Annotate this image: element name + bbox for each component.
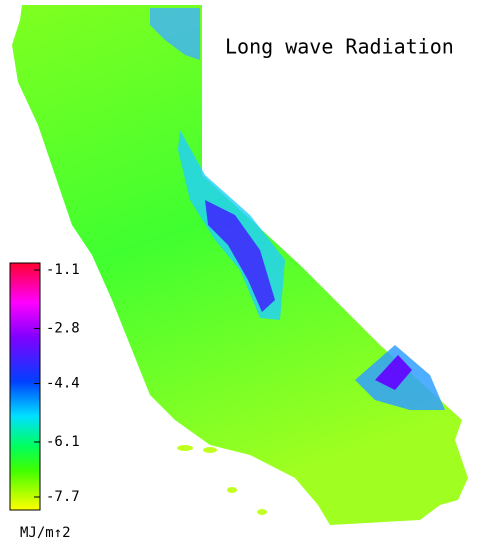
colorbar: [9, 262, 41, 511]
north-peaks: [150, 8, 200, 60]
colorbar-label: MJ/m↑2: [20, 525, 71, 541]
sierra-core: [205, 200, 275, 312]
islands: [177, 445, 267, 515]
island: [177, 445, 193, 451]
island: [203, 447, 217, 453]
island: [227, 487, 237, 493]
south-core: [375, 355, 412, 390]
colorbar-tick-label: -7.7: [46, 489, 80, 505]
california: [12, 5, 468, 525]
colorbar-tick-label: -4.4: [46, 376, 80, 392]
map-title: Long wave Radiation: [225, 35, 454, 59]
island: [257, 509, 267, 515]
colorbar-tick-label: -6.1: [46, 434, 80, 450]
colorbar-tick-label: -2.8: [46, 320, 80, 336]
colorbar-tick-label: -1.1: [46, 262, 80, 278]
